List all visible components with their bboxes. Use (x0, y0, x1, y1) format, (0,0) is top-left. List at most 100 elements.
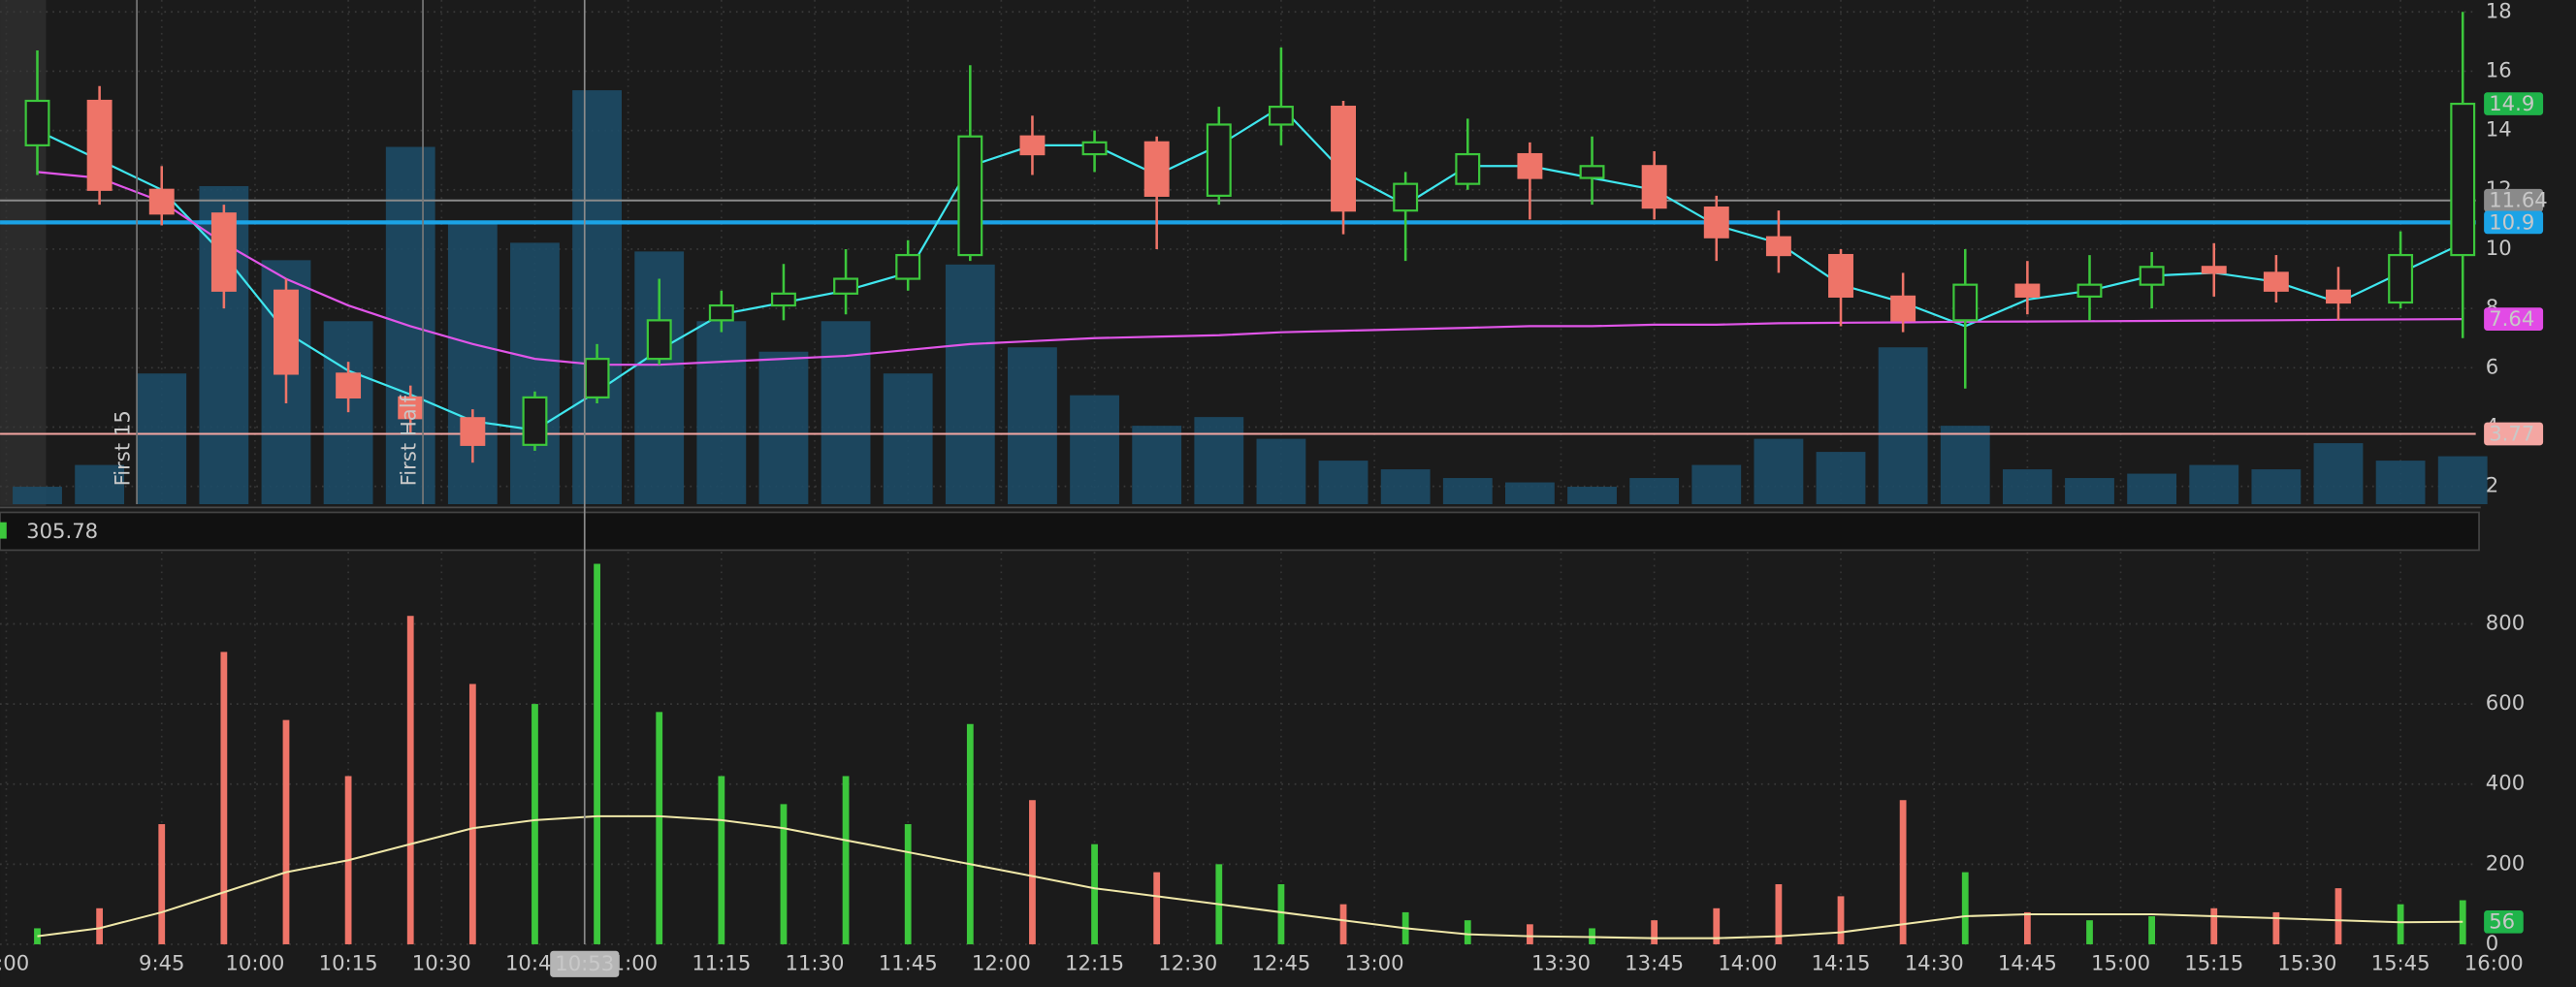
volume-overlay-bar (1380, 469, 1431, 505)
volume-bar (2334, 888, 2342, 944)
candle-body (1268, 106, 1294, 126)
crosshair-tag (550, 950, 620, 977)
volume-overlay-bar (510, 242, 560, 505)
volume-overlay-bar (821, 321, 871, 505)
volume-overlay-bar (2065, 478, 2114, 505)
volume-overlay-bar (1878, 347, 1928, 505)
x-tick-label: 14:00 (1718, 950, 1777, 974)
candle-body (1331, 106, 1356, 212)
price-tag (2484, 92, 2544, 115)
volume-overlay-bar (572, 90, 622, 505)
candle-body (2014, 283, 2041, 298)
price-tag-label: 3.77 (2489, 421, 2534, 445)
x-tick-label: 12:30 (1158, 950, 1217, 974)
premarket-shade (0, 0, 47, 506)
volume-overlay-bar (758, 351, 809, 505)
y-tick-label: 400 (2486, 771, 2525, 795)
y-tick-label: 2 (2486, 473, 2498, 497)
candle-body (2263, 271, 2289, 292)
volume-bar (1091, 844, 1098, 944)
volume-bar (656, 712, 663, 944)
price-tag-label: 7.64 (2489, 306, 2534, 331)
volume-overlay-bar (13, 487, 62, 505)
candle-body (522, 396, 548, 446)
candle-body (2201, 266, 2227, 274)
volume-overlay-bar (2375, 461, 2426, 505)
y-tick-label: 0 (2486, 931, 2498, 955)
price-tag (2484, 307, 2544, 331)
volume-overlay-bar (1691, 464, 1742, 505)
volume-bar (1961, 872, 1969, 944)
candle-body (1641, 165, 1667, 209)
candle-body (336, 372, 362, 398)
x-tick-label: 9:45 (139, 950, 185, 974)
volume-overlay-bar (137, 373, 187, 505)
y-tick-label: 18 (2486, 0, 2512, 22)
candle-body (210, 212, 237, 292)
y-tick-label: 600 (2486, 690, 2525, 715)
candle-body (1579, 165, 1605, 179)
volume-bar (406, 616, 414, 944)
candle-body (1393, 182, 1419, 212)
volume-overlay-bar (1816, 452, 1866, 505)
candle-body (148, 188, 175, 215)
volume-bar (842, 776, 850, 944)
candle-body (1081, 141, 1108, 156)
volume-overlay-bar (1504, 482, 1555, 505)
volume-bar (2272, 911, 2280, 944)
volume-overlay-bar (1256, 438, 1306, 505)
x-tick-label: 10:15 (319, 950, 378, 974)
x-tick-label: 14:45 (1998, 950, 2057, 974)
candle-body (2139, 266, 2165, 286)
volume-overlay-bar (2189, 464, 2239, 505)
volume-overlay-bar (1442, 478, 1493, 505)
volume-average (37, 814, 2463, 939)
price-tag (2484, 188, 2544, 212)
volume-overlay-bar (2127, 473, 2177, 505)
candle-body (1765, 236, 1791, 257)
y-tick-label: 200 (2486, 850, 2525, 875)
volume-bar (96, 907, 104, 944)
volume-bar (531, 704, 538, 944)
volume-swatch (0, 522, 7, 539)
volume-overlay-bar (1008, 347, 1057, 505)
volume-bar (1277, 883, 1285, 944)
x-tick-label: 10:00 (225, 950, 284, 974)
volume-overlay-bar (945, 264, 995, 505)
volume-bar (1837, 896, 1845, 944)
volume-overlay-bar (2002, 469, 2052, 505)
candle-body (1143, 141, 1170, 197)
volume-bar (718, 776, 725, 944)
volume-overlay-bar (1070, 395, 1119, 505)
volume-bar (2023, 911, 2031, 944)
volume-overlay-bar (883, 373, 933, 505)
candle-body (1952, 283, 1979, 322)
candle-body (957, 135, 983, 257)
volume-overlay-bar (2251, 469, 2302, 505)
x-tick-label: 13:00 (1345, 950, 1404, 974)
indicator-line (37, 171, 2463, 366)
volume-bar (2210, 907, 2218, 944)
volume-bar (594, 563, 600, 944)
volume-overlay-bar (1754, 438, 1804, 505)
candle-body (895, 253, 921, 280)
volume-bar (1713, 907, 1721, 944)
x-tick-label: 12:00 (972, 950, 1031, 974)
indicator-line (37, 105, 2463, 431)
price-tag-label: 14.9 (2489, 91, 2534, 115)
candle-body (1828, 253, 1853, 298)
volume-bar (1527, 924, 1533, 944)
x-tick-label: 15:00 (2091, 950, 2150, 974)
y-tick-label: 16 (2486, 57, 2512, 81)
volume-overlay-bar (1194, 417, 1244, 505)
volume-overlay-bar (323, 321, 373, 505)
x-tick-label: 13:30 (1531, 950, 1591, 974)
volume-bar (2086, 920, 2093, 944)
volume-tag-label: 56 (2489, 909, 2515, 934)
volume-overlay-bar (696, 321, 747, 505)
volume-bar (1464, 920, 1471, 944)
y-tick-label: 800 (2486, 610, 2525, 634)
y-tick-label: 10 (2486, 236, 2512, 260)
volume-header (0, 511, 2480, 552)
